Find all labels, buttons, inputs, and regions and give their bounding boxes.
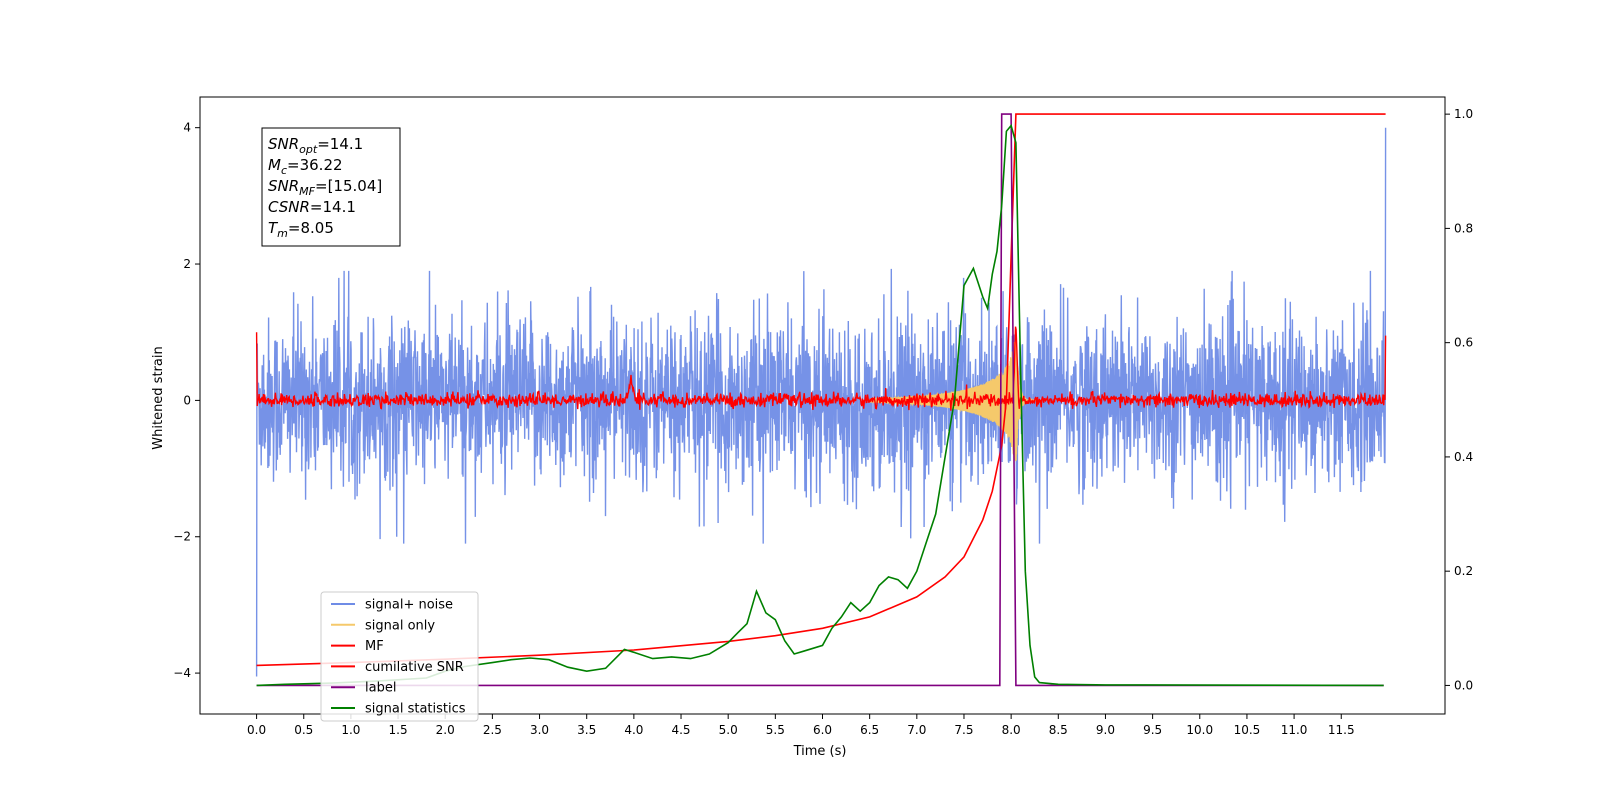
x-tick-label: 2.5 <box>483 723 502 737</box>
y-tick-label-right: 0.6 <box>1454 336 1473 350</box>
x-tick-label: 0.5 <box>294 723 313 737</box>
legend-label: MF <box>365 639 384 654</box>
y-tick-label-right: 0.2 <box>1454 564 1473 578</box>
series-label-line <box>256 113 1384 687</box>
annotation-value: =36.22 <box>287 156 343 174</box>
legend-label: signal only <box>365 618 435 633</box>
legend-entry: signal statistics <box>331 702 466 717</box>
x-tick-label: 2.0 <box>436 723 455 737</box>
y-tick-label-right: 0.8 <box>1454 221 1473 235</box>
legend-frame <box>320 591 479 722</box>
x-tick-label: 4.5 <box>671 723 690 737</box>
x-tick-label: 9.5 <box>1143 723 1162 737</box>
annotation-subscript: m <box>277 227 288 240</box>
x-tick-label: 1.0 <box>341 723 360 737</box>
annotation-subscript: opt <box>299 143 318 156</box>
annotation-subscript: c <box>281 164 287 177</box>
series-cumilative-snr-line <box>256 113 1386 667</box>
x-tick-label: 0.0 <box>247 723 266 737</box>
x-axis-label: Time (s) <box>793 744 847 759</box>
x-tick-label: 11.5 <box>1328 723 1355 737</box>
x-tick-label: 7.0 <box>907 723 926 737</box>
y-tick-label-right: 1.0 <box>1454 107 1473 121</box>
plot-area <box>255 113 1387 687</box>
x-tick-label: 10.0 <box>1186 723 1213 737</box>
x-tick-label: 8.0 <box>1002 723 1021 737</box>
x-tick-label: 3.5 <box>577 723 596 737</box>
annotation-value: =14.1 <box>317 135 363 153</box>
x-tick-label: 9.0 <box>1096 723 1115 737</box>
y-tick-label-left: −2 <box>173 530 191 544</box>
x-tick-label: 6.0 <box>813 723 832 737</box>
y-tick-label-right: 0.0 <box>1454 678 1473 692</box>
x-tick-label: 10.5 <box>1234 723 1261 737</box>
annotation-symbol: SNR <box>268 177 299 195</box>
y-tick-label-left: 0 <box>183 393 191 407</box>
x-tick-label: 5.0 <box>719 723 738 737</box>
annotation-line: Mc=36.22 <box>268 156 343 177</box>
legend-entry: cumilative SNR <box>331 660 464 675</box>
legend-label: signal statistics <box>365 702 466 717</box>
series-signal-statistics-line <box>256 123 1384 687</box>
annotation-line: Tm=8.05 <box>268 219 334 240</box>
x-tick-label: 7.5 <box>954 723 973 737</box>
legend-entry: signal+ noise <box>331 598 453 613</box>
annotation-line: SNRMF=[15.04] <box>268 177 382 198</box>
y-tick-label-left: 4 <box>183 121 191 135</box>
annotation-subscript: MF <box>299 185 315 198</box>
axes: 0.0 0.5 1.0 1.5 2.0 2.5 3.0 3.5 4.0 4.5 5.0 5.5 6.0 6… <box>173 96 1473 737</box>
y-tick-label-left: −4 <box>173 666 191 680</box>
x-tick-label: 1.5 <box>389 723 408 737</box>
annotation-symbol: T <box>268 219 279 237</box>
annotation-symbol: CSNR <box>268 198 310 216</box>
legend-entry: signal only <box>331 618 435 633</box>
x-tick-label: 3.0 <box>530 723 549 737</box>
x-tick-label: 11.0 <box>1281 723 1308 737</box>
annotation-box: SNRopt=14.1Mc=36.22SNRMF=[15.04]CSNR=14.… <box>261 127 401 247</box>
legend: signal+ noise signal only MF cumilative SNR… <box>320 591 479 722</box>
x-tick-label: 5.5 <box>766 723 785 737</box>
x-tick-label: 4.0 <box>624 723 643 737</box>
legend-label: signal+ noise <box>365 598 453 613</box>
annotation-symbol: SNR <box>268 135 299 153</box>
y-axis-label-left: Whitened strain <box>151 346 166 449</box>
y-tick-label-right: 0.4 <box>1454 450 1473 464</box>
annotation-value: =8.05 <box>288 219 334 237</box>
legend-entry: MF <box>331 639 384 654</box>
annotation-frame <box>261 127 401 247</box>
y-tick-label-left: 2 <box>183 257 191 271</box>
series-signal-noise-line <box>255 127 1387 677</box>
annotation-symbol: M <box>268 156 281 174</box>
annotation-line: CSNR=14.1 <box>268 198 356 216</box>
annotation-value: =14.1 <box>310 198 356 216</box>
legend-label: cumilative SNR <box>365 660 464 675</box>
series-mf-line <box>255 326 1387 411</box>
x-tick-label: 8.5 <box>1049 723 1068 737</box>
legend-entry: label <box>331 681 396 696</box>
annotation-line: SNRopt=14.1 <box>268 135 363 156</box>
legend-label: label <box>365 681 396 696</box>
annotation-value: =[15.04] <box>315 177 382 195</box>
x-tick-label: 6.5 <box>860 723 879 737</box>
